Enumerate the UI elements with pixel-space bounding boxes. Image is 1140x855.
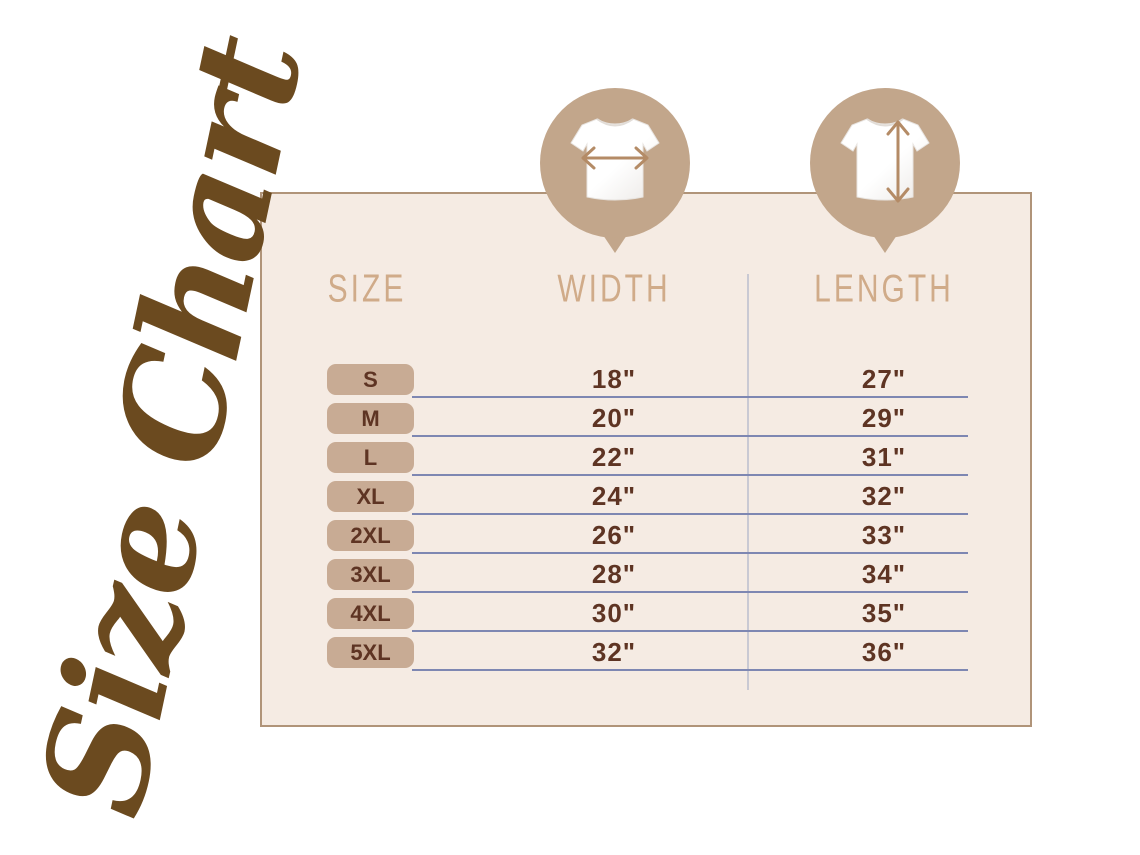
width-value: 24" (591, 481, 637, 511)
width-value: 18" (591, 364, 637, 394)
column-header-length: LENGTH (814, 267, 954, 311)
row-underline (412, 669, 968, 671)
width-value: 26" (591, 520, 637, 550)
length-value: 35" (861, 598, 907, 628)
row-underline (412, 396, 968, 398)
size-pill: M (327, 403, 414, 434)
table-row: XL 24" 32" (262, 480, 1030, 515)
size-pill: 3XL (327, 559, 414, 590)
column-header-width: WIDTH (557, 267, 671, 311)
size-pill: L (327, 442, 414, 473)
size-pill: XL (327, 481, 414, 512)
table-row: 4XL 30" 35" (262, 597, 1030, 632)
length-value: 32" (861, 481, 907, 511)
table-row: L 22" 31" (262, 441, 1030, 476)
size-pill: S (327, 364, 414, 395)
length-value: 36" (861, 637, 907, 667)
row-underline (412, 630, 968, 632)
size-pill: 5XL (327, 637, 414, 668)
size-chart-panel: SIZE WIDTH LENGTH S 18" 27" M 20" 29" L … (260, 192, 1032, 727)
tshirt-width-measure-icon (540, 88, 690, 253)
width-value: 22" (591, 442, 637, 472)
row-underline (412, 435, 968, 437)
column-divider (747, 274, 749, 690)
length-arrow (886, 120, 910, 203)
table-row: 3XL 28" 34" (262, 558, 1030, 593)
width-value: 28" (591, 559, 637, 589)
table-row: M 20" 29" (262, 402, 1030, 437)
length-value: 33" (861, 520, 907, 550)
size-pill: 4XL (327, 598, 414, 629)
width-value: 32" (591, 637, 637, 667)
length-value: 29" (861, 403, 907, 433)
table-row: 5XL 32" 36" (262, 636, 1030, 671)
row-underline (412, 552, 968, 554)
tshirt-length-measure-icon (810, 88, 960, 253)
table-row: S 18" 27" (262, 363, 1030, 398)
tshirt-icon (840, 118, 930, 201)
table-row: 2XL 26" 33" (262, 519, 1030, 554)
length-value: 34" (861, 559, 907, 589)
length-value: 31" (861, 442, 907, 472)
row-underline (412, 474, 968, 476)
row-underline (412, 513, 968, 515)
row-underline (412, 591, 968, 593)
column-header-size: SIZE (327, 267, 407, 311)
width-value: 20" (591, 403, 637, 433)
size-pill: 2XL (327, 520, 414, 551)
width-arrow (581, 146, 649, 170)
width-value: 30" (591, 598, 637, 628)
length-value: 27" (861, 364, 907, 394)
